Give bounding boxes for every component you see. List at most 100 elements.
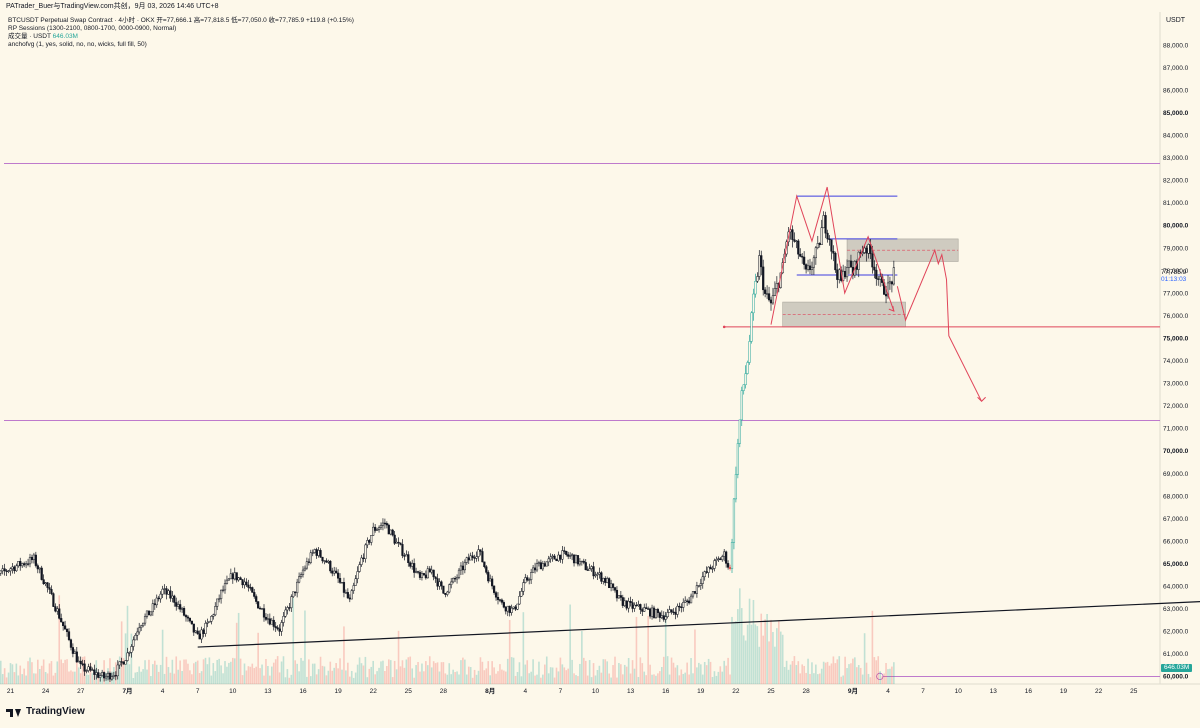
volume-bar (672, 662, 675, 684)
volume-bar (304, 610, 306, 684)
volume-bar (89, 663, 92, 684)
volume-bar (659, 671, 661, 684)
sessions-indicator-line[interactable]: RP Sessions (1300-2100, 0800-1700, 0000-… (8, 25, 177, 32)
x-tick-label: 16 (662, 688, 670, 695)
candle-body (578, 561, 581, 565)
volume-bar (116, 676, 119, 684)
volume-bar (191, 674, 193, 684)
tradingview-brand[interactable]: TradingView (6, 706, 85, 717)
volume-bar (245, 670, 248, 684)
candle-body (399, 542, 402, 545)
candle-body (672, 611, 675, 613)
candle-body (208, 621, 211, 623)
volume-bar (867, 673, 870, 684)
y-tick-label: 63,000.0 (1163, 606, 1189, 613)
volume-bar (534, 675, 536, 684)
candle-body (161, 588, 164, 595)
candle-body (366, 540, 369, 546)
candle-body (473, 557, 476, 559)
volume-bar (735, 621, 737, 684)
candle-body (637, 604, 640, 606)
volume-bar (489, 675, 491, 684)
candle-body (56, 608, 59, 612)
volume-bar (694, 629, 696, 684)
volume-bar (269, 675, 271, 684)
volume-bar (267, 665, 269, 684)
candle-body (418, 572, 422, 578)
volume-bar (473, 669, 476, 684)
volume-bar (542, 674, 544, 684)
volume-bar (3, 668, 6, 684)
y-tick-label: 73,000.0 (1163, 381, 1189, 388)
fvg-indicator-line[interactable]: anchofvg (1, yes, solid, no, no, wicks, … (8, 41, 147, 48)
volume-bar (187, 663, 189, 684)
volume-bar (610, 677, 612, 684)
volume-bar (169, 672, 172, 684)
candle-body (613, 587, 617, 591)
candle-body (87, 666, 90, 671)
candle-body (662, 615, 665, 620)
volume-bar (817, 674, 819, 684)
candle-body (845, 267, 849, 278)
candle-body (151, 603, 154, 613)
volume-bar (428, 656, 431, 684)
volume-bar (657, 673, 659, 684)
candle-body (108, 672, 112, 680)
volume-bar (220, 665, 222, 684)
volume-bar (522, 612, 525, 684)
candle-body (126, 652, 129, 661)
candle-body (824, 215, 827, 234)
candle-body (225, 579, 229, 584)
volume-bar (25, 675, 27, 684)
currency-label[interactable]: USDT (1166, 17, 1186, 24)
candle-body (17, 561, 20, 567)
candle-body (426, 568, 429, 579)
candle-body (173, 595, 176, 603)
candle-body (701, 576, 704, 584)
volume-bar (690, 658, 692, 684)
volume-bar (325, 675, 328, 684)
volume-bar (803, 665, 805, 684)
symbol-line[interactable]: BTCUSDT Perpetual Swap Contract · 4小时 · … (8, 17, 354, 24)
volume-bar (579, 663, 581, 684)
volume-bar (830, 663, 833, 684)
candle-body (327, 560, 330, 563)
volume-bar (417, 661, 419, 684)
volume-value: 646.03M (52, 33, 78, 40)
volume-indicator-line[interactable]: 成交量 · USDT 646.03M (8, 33, 354, 41)
candle-body (810, 266, 814, 270)
candle-body (633, 604, 636, 609)
volume-bar (584, 660, 587, 684)
candle-body (775, 283, 778, 289)
volume-bar (243, 663, 246, 684)
x-tick-label: 19 (697, 688, 705, 695)
candle-body (664, 616, 667, 620)
candle-body (368, 540, 371, 543)
candle-body (678, 605, 681, 608)
candle-body (420, 573, 424, 578)
volume-bar (130, 633, 133, 684)
volume-bar (565, 670, 568, 684)
volume-bar (58, 595, 61, 684)
candle-body (446, 591, 449, 595)
volume-bar (157, 671, 160, 684)
volume-bar (756, 626, 759, 684)
volume-bar (754, 624, 757, 684)
volume-bar (193, 663, 195, 684)
volume-bar (536, 674, 538, 684)
volume-bar (776, 628, 778, 684)
candle-body (321, 556, 324, 562)
volume-bar (446, 674, 449, 684)
volume-bar (836, 659, 839, 684)
candle-body (865, 247, 868, 254)
volume-bar (705, 665, 708, 684)
volume-bar (430, 667, 433, 684)
candle-body (641, 609, 644, 612)
candle-body (313, 549, 316, 553)
volume-bar (510, 657, 513, 684)
volume-bar (518, 662, 521, 684)
volume-bar (407, 657, 410, 684)
volume-bar (161, 629, 164, 684)
